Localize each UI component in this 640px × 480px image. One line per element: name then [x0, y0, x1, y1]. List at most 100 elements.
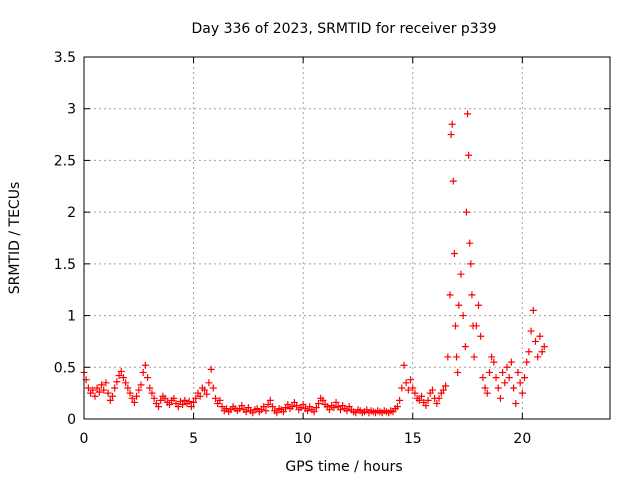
data-point [516, 379, 524, 387]
data-point [98, 381, 106, 389]
data-point [540, 343, 548, 351]
data-point [527, 327, 535, 335]
data-point [418, 392, 426, 400]
data-point [499, 368, 507, 376]
data-point [190, 398, 198, 406]
data-point [179, 401, 187, 409]
data-point [144, 374, 152, 382]
data-point [106, 396, 114, 404]
data-point [196, 392, 204, 400]
data-point [453, 353, 461, 361]
data-point [288, 403, 296, 411]
data-point [212, 394, 219, 402]
data-point [496, 394, 504, 402]
data-point [238, 402, 246, 410]
data-point [448, 120, 456, 128]
data-point [466, 239, 474, 247]
chart-title: Day 336 of 2023, SRMTID for receiver p33… [191, 21, 496, 37]
data-point [488, 353, 496, 361]
axis-ticks: 0 0.5 1 1.5 2 2.5 3 3.5 0 5 10 15 20 [54, 50, 610, 447]
data-point [512, 399, 520, 407]
data-point [260, 403, 268, 411]
data-point [192, 394, 200, 402]
data-point [293, 402, 301, 410]
data-point [325, 406, 333, 414]
data-point [521, 374, 529, 382]
data-point [84, 384, 92, 392]
data-point [472, 322, 480, 330]
data-point [396, 396, 404, 404]
data-point [409, 384, 417, 392]
data-point [299, 401, 307, 409]
data-point [157, 396, 165, 404]
data-point [415, 396, 423, 404]
data-point [455, 301, 463, 309]
data-point [187, 403, 195, 411]
data-point [185, 397, 193, 405]
data-point [89, 386, 97, 394]
data-point [407, 376, 415, 384]
data-point [531, 337, 539, 345]
data-points [80, 110, 548, 417]
data-point [268, 403, 276, 411]
data-point [117, 367, 125, 375]
data-point [400, 361, 408, 369]
data-point [475, 301, 482, 309]
data-point [534, 353, 542, 361]
data-point [273, 409, 281, 417]
data-point [510, 384, 518, 392]
data-point [451, 322, 459, 330]
data-point [492, 374, 500, 382]
data-point [433, 399, 441, 407]
x-axis-label: GPS time / hours [285, 459, 402, 475]
data-point [124, 384, 132, 392]
data-point [133, 392, 141, 400]
data-point [507, 358, 515, 366]
grid-lines [84, 57, 610, 419]
data-point [538, 348, 546, 356]
data-point [122, 379, 130, 387]
data-point [148, 389, 156, 397]
data-point [477, 332, 485, 340]
data-point [155, 403, 163, 411]
data-point [130, 398, 138, 406]
data-point [111, 384, 119, 392]
data-point [93, 384, 101, 392]
data-point [536, 332, 544, 340]
data-point [424, 396, 432, 404]
x-tick-label: 10 [294, 431, 312, 447]
data-point [446, 291, 454, 299]
data-point [470, 353, 478, 361]
data-point [428, 386, 436, 394]
data-point [450, 250, 458, 258]
data-point [411, 389, 419, 397]
y-tick-label: 3 [67, 102, 76, 118]
data-point [319, 396, 327, 404]
data-point [467, 260, 475, 268]
data-point [137, 381, 145, 389]
data-point [216, 396, 224, 404]
data-point [146, 384, 154, 392]
data-point [404, 386, 412, 394]
data-point [115, 372, 123, 380]
data-point [481, 384, 489, 392]
data-point [100, 386, 108, 394]
data-point [343, 407, 351, 415]
data-point [523, 358, 531, 366]
y-tick-label: 1.5 [54, 257, 76, 273]
data-point [284, 401, 292, 409]
data-point [104, 389, 112, 397]
data-point [174, 403, 182, 411]
data-point [503, 363, 511, 371]
data-point [485, 368, 493, 376]
data-point [126, 389, 134, 397]
data-point [402, 379, 410, 387]
data-point [505, 374, 513, 382]
data-point [315, 399, 323, 407]
data-point [447, 131, 455, 139]
data-point [218, 403, 226, 411]
data-point [310, 408, 318, 416]
data-point [266, 396, 274, 404]
data-point [442, 382, 450, 390]
